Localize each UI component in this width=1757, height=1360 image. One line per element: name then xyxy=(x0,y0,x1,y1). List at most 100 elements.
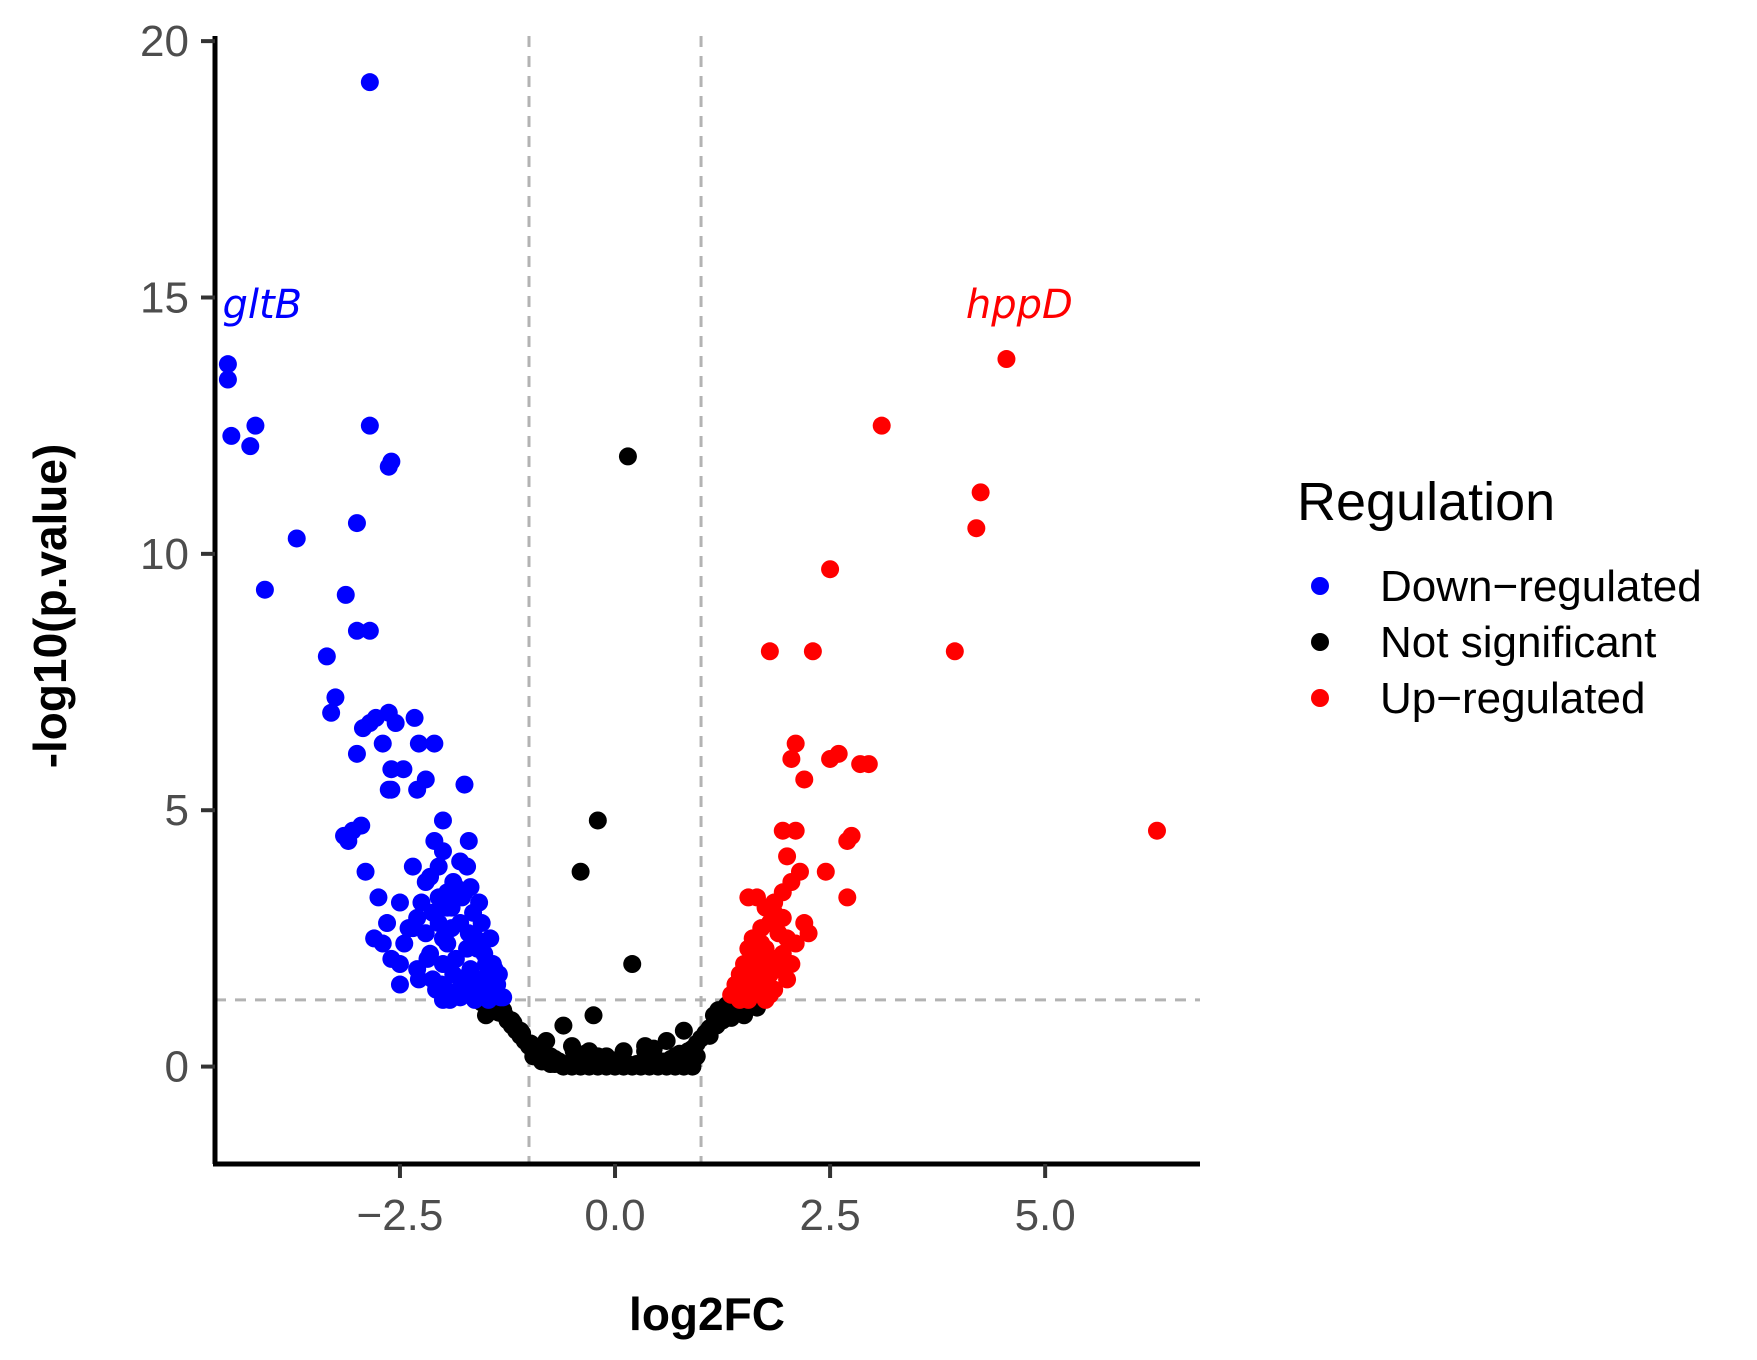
point-down-regulated xyxy=(356,862,375,881)
point-down-regulated xyxy=(347,514,366,533)
point-down-regulated xyxy=(470,893,489,912)
point-down-regulated xyxy=(395,934,414,953)
point-down-regulated xyxy=(433,811,452,830)
point-down-regulated xyxy=(423,903,442,922)
point-up-regulated xyxy=(821,560,840,579)
point-up-regulated xyxy=(971,483,990,502)
point-down-regulated xyxy=(378,914,397,933)
point-down-regulated xyxy=(390,975,409,994)
y-axis-ticks: 0 5 10 15 20 xyxy=(140,17,215,1092)
point-down-regulated xyxy=(451,852,470,871)
point-up-regulated xyxy=(786,821,805,840)
point-down-regulated xyxy=(360,621,379,640)
y-tick-label: 10 xyxy=(140,530,189,579)
legend-label-down: Down−regulated xyxy=(1380,562,1702,611)
legend: Regulation Down−regulated Not significan… xyxy=(1297,472,1702,723)
point-up-regulated xyxy=(859,755,878,774)
point-up-regulated xyxy=(803,642,822,661)
legend-marker-up xyxy=(1311,689,1329,707)
point-down-regulated xyxy=(438,898,457,917)
point-up-regulated xyxy=(829,744,848,763)
data-points xyxy=(218,73,1166,1076)
point-down-regulated xyxy=(461,878,480,897)
point-down-regulated xyxy=(347,621,366,640)
point-down-regulated xyxy=(409,970,428,989)
legend-marker-not-significant xyxy=(1311,633,1329,651)
point-down-regulated xyxy=(379,457,398,476)
legend-title: Regulation xyxy=(1297,472,1555,532)
point-up-regulated xyxy=(747,960,766,979)
point-not-significant xyxy=(521,1034,540,1053)
point-down-regulated xyxy=(425,734,444,753)
point-up-regulated xyxy=(838,888,857,907)
point-down-regulated xyxy=(408,780,427,799)
point-up-regulated xyxy=(778,970,797,989)
point-not-significant xyxy=(610,1049,629,1068)
y-tick-label: 20 xyxy=(140,17,189,66)
point-up-regulated xyxy=(778,847,797,866)
point-down-regulated xyxy=(255,580,274,599)
point-down-regulated xyxy=(438,934,457,953)
point-down-regulated xyxy=(335,826,354,845)
point-not-significant xyxy=(584,1006,603,1025)
point-down-regulated xyxy=(382,780,401,799)
point-not-significant xyxy=(716,1008,735,1027)
point-up-regulated xyxy=(786,934,805,953)
point-up-regulated xyxy=(782,749,801,768)
x-axis-title: log2FC xyxy=(629,1288,785,1340)
point-not-significant xyxy=(687,1047,706,1066)
point-down-regulated xyxy=(444,873,463,891)
point-up-regulated xyxy=(799,924,818,943)
point-not-significant xyxy=(575,1044,594,1063)
point-up-regulated xyxy=(760,642,779,661)
point-down-regulated xyxy=(433,842,452,861)
point-up-regulated xyxy=(752,934,771,953)
point-up-regulated xyxy=(842,826,861,845)
point-down-regulated xyxy=(317,647,336,666)
point-up-regulated xyxy=(795,770,814,789)
point-down-regulated xyxy=(483,955,502,974)
point-down-regulated xyxy=(405,708,424,727)
legend-label-up: Up−regulated xyxy=(1380,674,1645,723)
point-down-regulated xyxy=(373,934,392,953)
point-up-regulated xyxy=(997,350,1016,369)
point-down-regulated xyxy=(336,585,355,604)
point-down-regulated xyxy=(394,760,413,779)
y-tick-label: 15 xyxy=(140,273,189,322)
point-down-regulated xyxy=(494,988,513,1007)
point-down-regulated xyxy=(429,857,448,876)
point-down-regulated xyxy=(418,949,437,968)
point-down-regulated xyxy=(287,529,306,548)
point-down-regulated xyxy=(246,416,265,435)
point-up-regulated xyxy=(786,734,805,753)
point-down-regulated xyxy=(403,919,422,938)
point-not-significant xyxy=(541,1055,560,1074)
point-down-regulated xyxy=(360,416,379,435)
y-tick-label: 0 xyxy=(165,1043,189,1092)
point-not-significant xyxy=(588,811,607,830)
x-tick-label: −2.5 xyxy=(357,1191,444,1240)
point-down-regulated xyxy=(409,734,428,753)
x-tick-label: 2.5 xyxy=(800,1191,861,1240)
point-down-regulated xyxy=(466,929,485,948)
point-down-regulated xyxy=(347,744,366,763)
point-down-regulated xyxy=(390,955,409,974)
point-down-regulated xyxy=(459,831,478,850)
point-not-significant xyxy=(644,1039,663,1058)
point-down-regulated xyxy=(386,714,405,733)
point-not-significant xyxy=(674,1021,693,1040)
y-tick-label: 5 xyxy=(165,786,189,835)
point-down-regulated xyxy=(472,914,491,933)
point-down-regulated xyxy=(369,888,388,907)
point-up-regulated xyxy=(773,821,792,840)
point-down-regulated xyxy=(353,719,372,738)
threshold-lines xyxy=(215,36,1200,1164)
x-tick-label: 0.0 xyxy=(584,1191,645,1240)
point-down-regulated xyxy=(390,893,409,912)
point-up-regulated xyxy=(872,416,891,435)
point-down-regulated xyxy=(481,929,500,948)
point-down-regulated xyxy=(373,734,392,753)
point-up-regulated xyxy=(945,642,964,661)
point-not-significant xyxy=(618,447,637,466)
point-down-regulated xyxy=(222,426,241,445)
